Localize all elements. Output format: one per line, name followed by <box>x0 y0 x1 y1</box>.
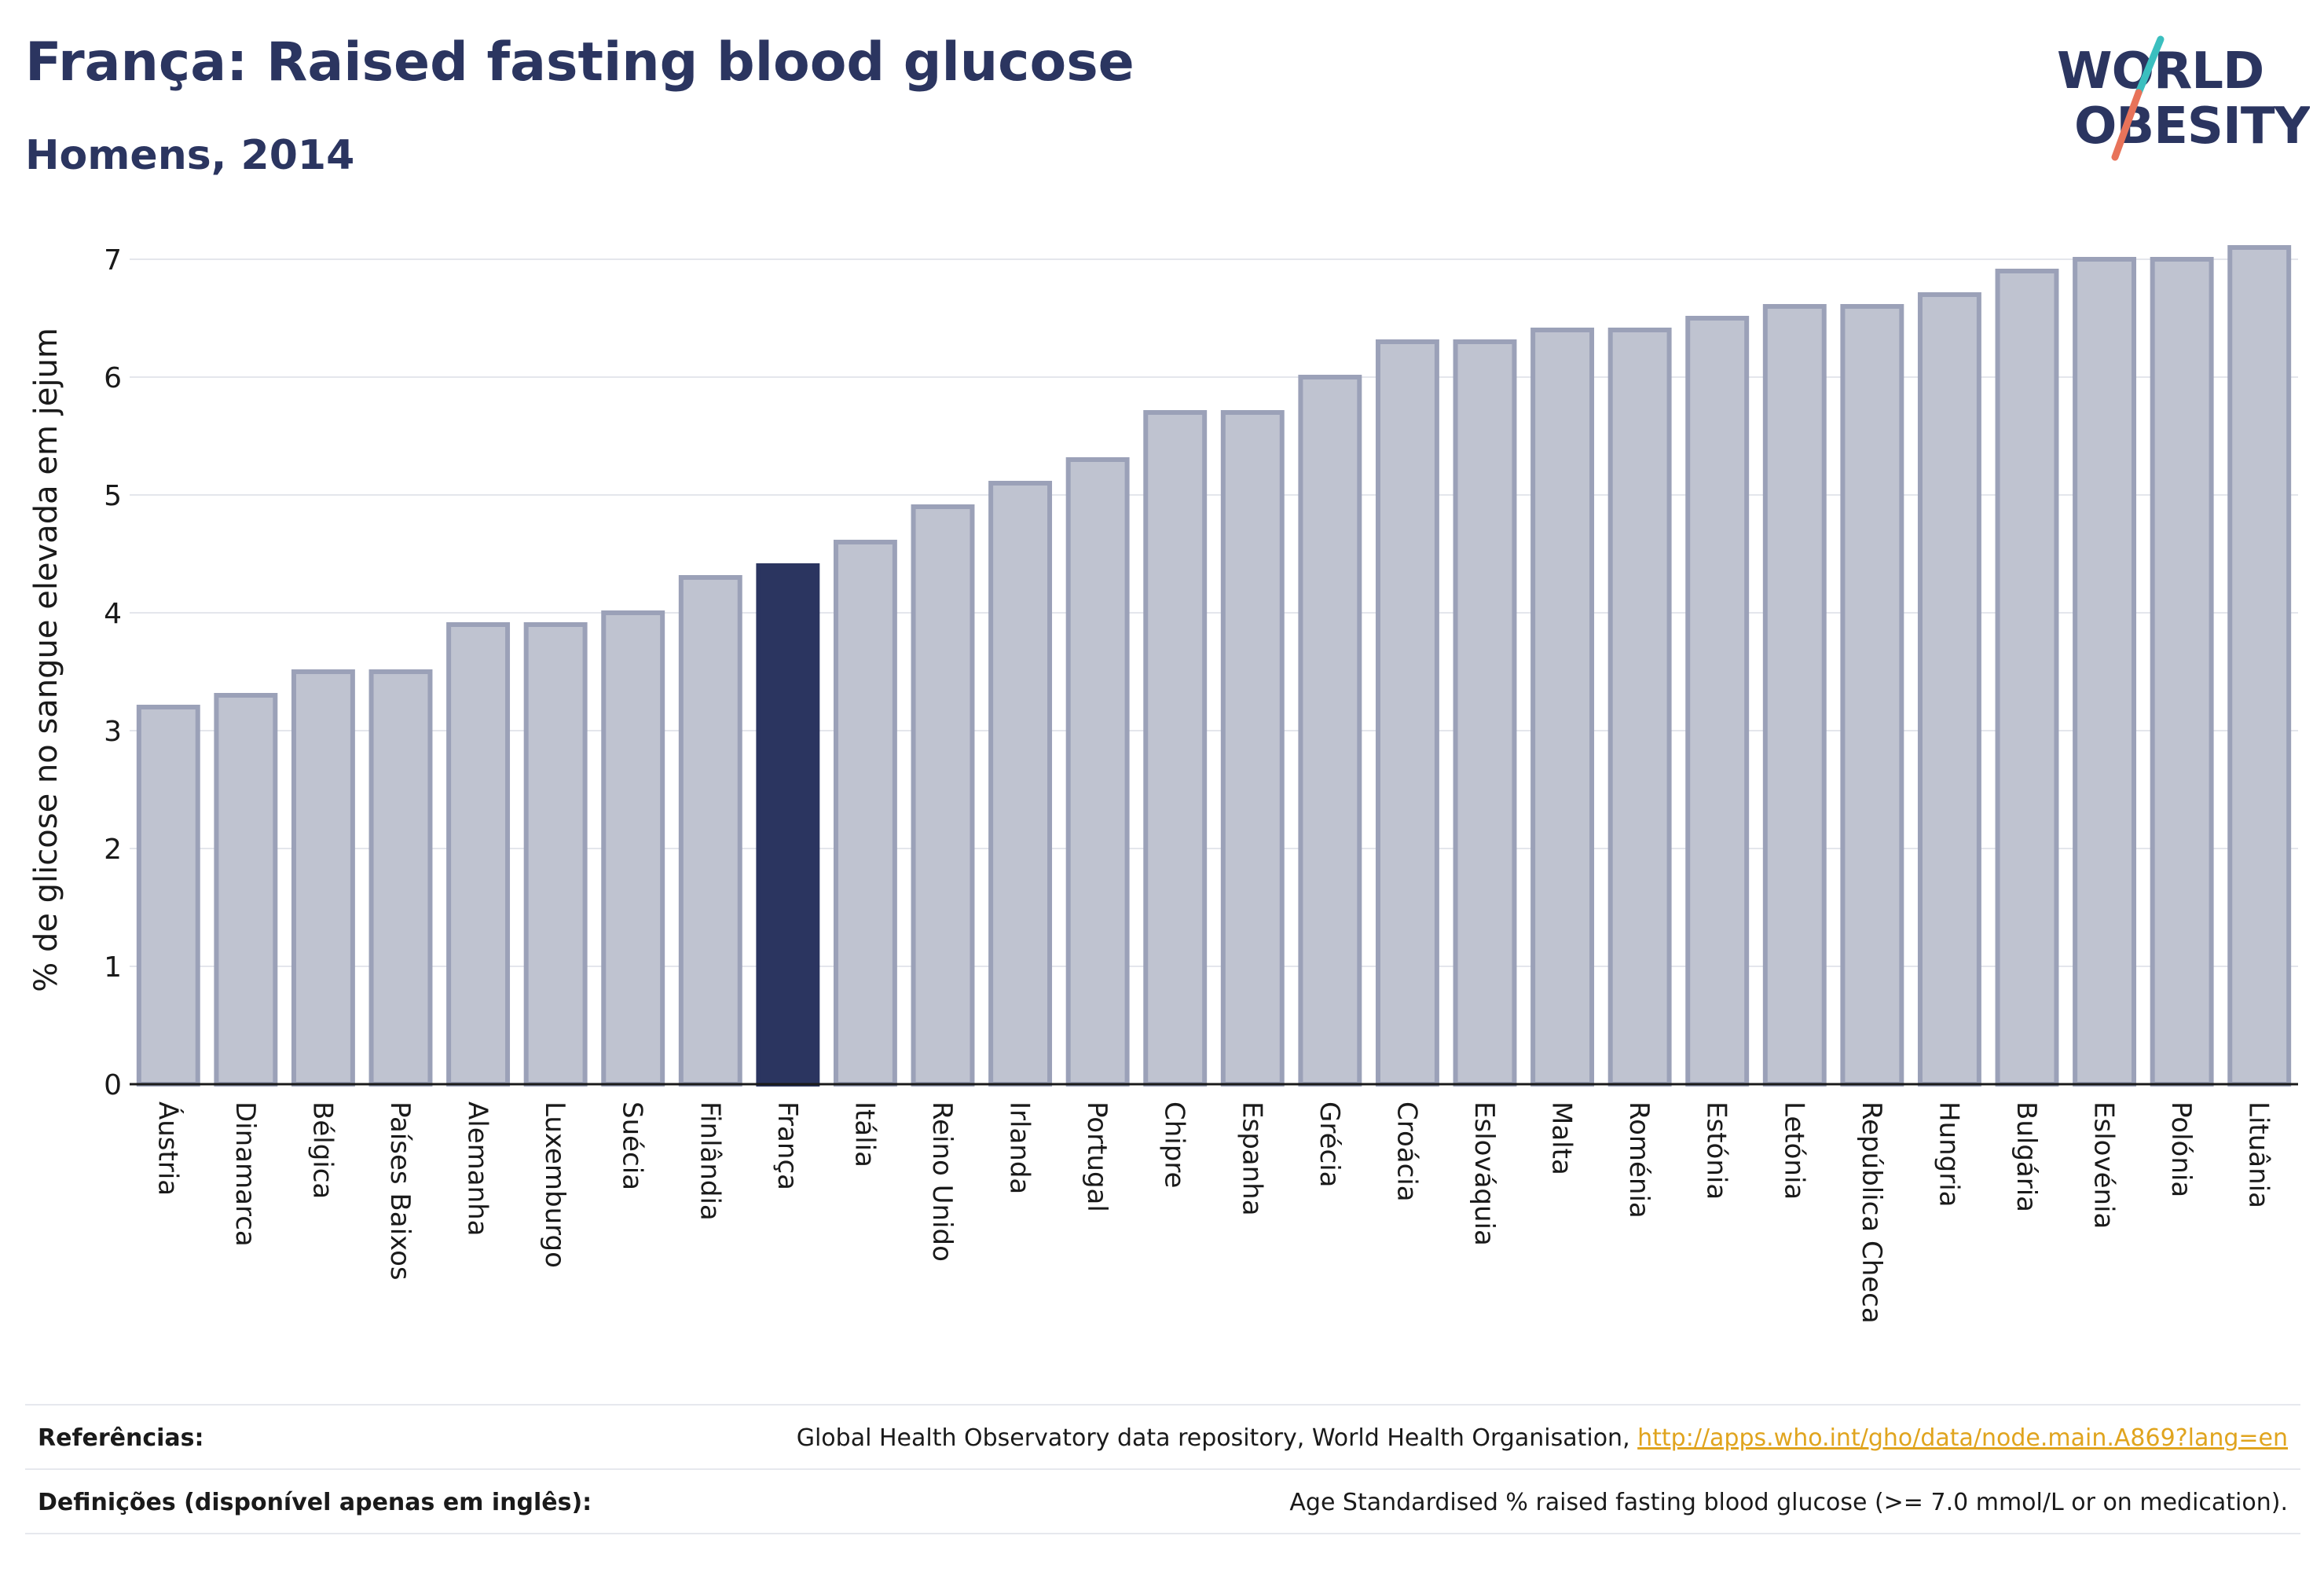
x-tick-label: Países Baixos <box>384 1101 416 1281</box>
bar <box>2227 245 2292 1087</box>
bar <box>1685 316 1750 1087</box>
references-row: Referências: Global Health Observatory d… <box>25 1404 2300 1470</box>
x-tick-label: Irlanda <box>1004 1101 1036 1194</box>
x-tick-label: Espanha <box>1236 1101 1267 1216</box>
y-tick-label: 2 <box>104 834 122 866</box>
x-tick-label: Eslovénia <box>2088 1101 2120 1229</box>
page-subtitle: Homens, 2014 <box>25 132 355 179</box>
bar <box>1607 328 1672 1087</box>
bar <box>1220 410 1285 1087</box>
x-tick-label: Hungria <box>1933 1101 1964 1208</box>
bar <box>1375 339 1439 1087</box>
y-axis-label: % de glicose no sangue elevada em jejum <box>28 328 64 992</box>
bar <box>1917 292 1981 1087</box>
bar <box>523 622 588 1087</box>
x-tick-label: Eslováquia <box>1468 1101 1500 1246</box>
bar <box>1840 304 1904 1087</box>
definitions-label: Definições (disponível apenas em inglês)… <box>38 1489 592 1516</box>
x-tick-label: Chipre <box>1159 1101 1190 1188</box>
x-tick-label: Croácia <box>1391 1101 1422 1202</box>
references-text: Global Health Observatory data repositor… <box>796 1424 1638 1452</box>
x-tick-label: Roménia <box>1623 1101 1655 1219</box>
x-tick-label: Reino Unido <box>926 1101 958 1262</box>
x-tick-label: Suécia <box>617 1101 648 1190</box>
y-tick-label: 7 <box>104 244 122 277</box>
x-tick-label: Luxemburgo <box>539 1101 570 1268</box>
bar <box>1298 375 1362 1087</box>
bar <box>678 575 742 1087</box>
logo-line2: OBESITY <box>2074 97 2310 156</box>
bar <box>911 504 975 1087</box>
bar <box>2150 257 2214 1087</box>
x-tick-label: Dinamarca <box>229 1101 261 1247</box>
x-tick-label: Itália <box>849 1101 880 1167</box>
world-obesity-logo: WORLD OBESITY <box>2057 35 2310 161</box>
axis-layer: 0 1 2 3 4 5 6 7 Áustria Dinamarca Bélgica Países Ba… <box>104 244 2298 1324</box>
y-tick-label: 6 <box>104 362 122 394</box>
x-tick-label: Malta <box>1546 1101 1578 1175</box>
y-tick-label: 3 <box>104 716 122 748</box>
x-tick-label: Portugal <box>1081 1101 1113 1212</box>
x-tick-label: Estónia <box>1701 1101 1732 1200</box>
x-tick-label: Letónia <box>1778 1101 1809 1200</box>
bar <box>1143 410 1208 1087</box>
x-tick-label: Áustria <box>152 1101 184 1196</box>
logo-line1: WORLD <box>2057 42 2264 101</box>
bar <box>1762 304 1827 1087</box>
x-tick-label: Lituânia <box>2243 1101 2275 1208</box>
bar <box>136 705 200 1087</box>
y-tick-label: 4 <box>104 598 122 630</box>
bar <box>1453 339 1517 1087</box>
x-tick-label: França <box>772 1101 803 1190</box>
bar <box>446 622 511 1087</box>
bars-layer <box>136 245 2292 1087</box>
bar <box>1995 269 2059 1087</box>
bar <box>214 693 278 1087</box>
references-label: Referências: <box>38 1424 204 1452</box>
x-tick-label: Alemanha <box>462 1101 493 1237</box>
references-value: Global Health Observatory data repositor… <box>797 1424 2288 1452</box>
bar <box>601 610 665 1087</box>
logo-slash-teal <box>2135 35 2165 97</box>
x-tick-label: Polónia <box>2165 1101 2197 1197</box>
y-tick-label: 5 <box>104 480 122 512</box>
definitions-value: Age Standardised % raised fasting blood … <box>1289 1489 2288 1516</box>
bar <box>368 669 433 1087</box>
bar-chart: 0 1 2 3 4 5 6 7 Áustria Dinamarca Bélgica Países Ba… <box>28 244 2298 1324</box>
y-tick-label: 0 <box>104 1069 122 1101</box>
x-tick-label: República Checa <box>1856 1101 1887 1324</box>
bar <box>988 481 1053 1087</box>
x-tick-label: Bulgária <box>2011 1101 2042 1212</box>
bar <box>2073 257 2137 1087</box>
bar <box>756 563 820 1087</box>
bar <box>291 669 355 1087</box>
bar <box>1065 457 1130 1087</box>
footer-bottom-rule <box>25 1533 2300 1534</box>
page-title: França: Raised fasting blood glucose <box>25 31 1135 93</box>
logo-slash-coral <box>2111 89 2143 161</box>
bar <box>1530 328 1595 1087</box>
x-tick-label: Finlândia <box>694 1101 725 1221</box>
references-link[interactable]: http://apps.who.int/gho/data/node.main.A… <box>1637 1424 2288 1452</box>
bar <box>833 540 897 1087</box>
y-tick-label: 1 <box>104 951 122 984</box>
x-tick-label: Grécia <box>1314 1101 1345 1187</box>
x-tick-label: Bélgica <box>306 1101 338 1199</box>
definitions-row: Definições (disponível apenas em inglês)… <box>25 1468 2300 1534</box>
